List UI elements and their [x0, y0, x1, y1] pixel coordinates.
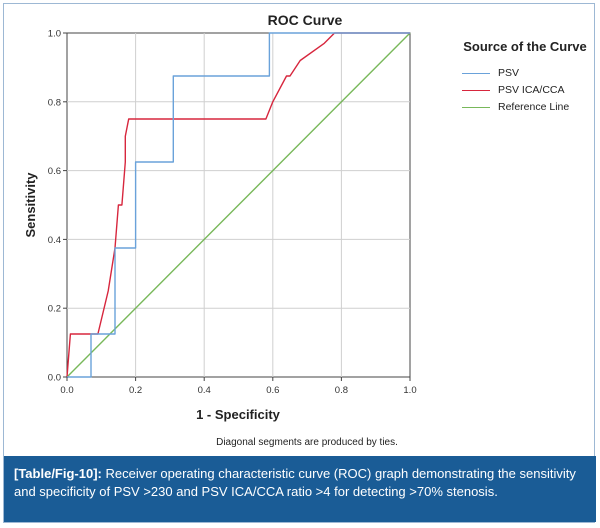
legend-label-reference-line: Reference Line	[498, 101, 570, 113]
y-tick-label: 1.0	[48, 29, 61, 40]
x-tick-label: 1.0	[403, 385, 416, 396]
roc-chart: ROC Curve 0.0 0.2 0.4 0.6 0.8 1.0 0.0 0.2 0.4 0.6…	[23, 12, 417, 448]
legend-swatch-reference-line	[462, 107, 490, 108]
x-tick-label: 0.6	[266, 385, 279, 396]
x-tick-label: 0.2	[129, 385, 142, 396]
y-tick-label: 0.2	[48, 304, 61, 315]
series-line-psv-ica-cca	[66, 32, 410, 378]
y-tick-label: 0.8	[48, 97, 61, 108]
caption-label: [Table/Fig-10]:	[14, 466, 102, 481]
legend-swatch-psv-ica-cca	[462, 90, 490, 91]
ties-note: Diagonal segments are produced by ties.	[216, 437, 398, 448]
legend-title: Source of the Curve	[463, 39, 587, 54]
legend-label-psv: PSV	[498, 67, 520, 79]
legend-label-psv-ica-cca: PSV ICA/CCA	[498, 84, 565, 96]
x-tick-label: 0.8	[335, 385, 348, 396]
series-line-psv	[67, 32, 410, 378]
legend-item-reference-line: Reference Line	[462, 100, 588, 117]
legend-item-psv: PSV	[462, 66, 588, 83]
legend-item-psv-ica-cca: PSV ICA/CCA	[462, 83, 588, 100]
y-tick-label: 0.4	[48, 235, 61, 246]
y-tick-label: 0.6	[48, 166, 61, 177]
figure-caption: [Table/Fig-10]: Receiver operating chara…	[4, 456, 596, 522]
x-tick-label: 0.0	[60, 385, 73, 396]
x-axis-label: 1 - Specificity	[196, 407, 281, 422]
y-tick-label: 0.0	[48, 373, 61, 384]
x-tick-label: 0.4	[198, 385, 211, 396]
series-line-reference-line	[66, 32, 411, 378]
y-axis-label: Sensitivity	[23, 172, 38, 238]
legend-swatch-psv	[462, 73, 490, 74]
figure: ROC Curve 0.0 0.2 0.4 0.6 0.8 1.0 0.0 0.2 0.4 0.6…	[3, 3, 596, 523]
chart-title: ROC Curve	[268, 12, 343, 28]
legend: Source of the Curve PSV PSV ICA/CCA Refe…	[462, 40, 588, 117]
caption-text: Receiver operating characteristic curve …	[14, 466, 576, 499]
